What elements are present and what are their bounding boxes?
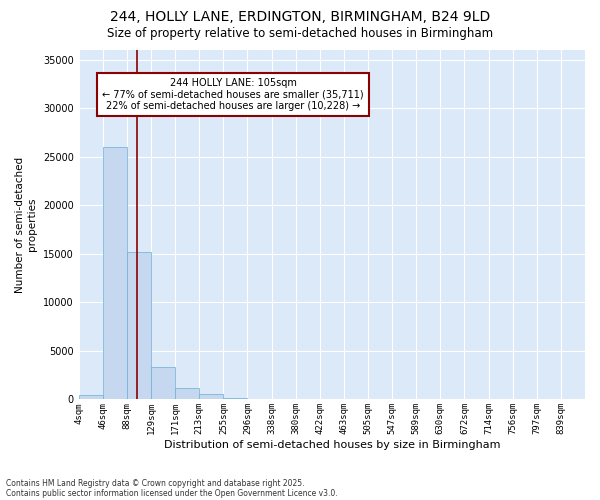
Text: 244, HOLLY LANE, ERDINGTON, BIRMINGHAM, B24 9LD: 244, HOLLY LANE, ERDINGTON, BIRMINGHAM, … bbox=[110, 10, 490, 24]
Bar bbox=[223, 398, 247, 400]
Bar bbox=[103, 147, 127, 400]
Text: 244 HOLLY LANE: 105sqm
← 77% of semi-detached houses are smaller (35,711)
22% of: 244 HOLLY LANE: 105sqm ← 77% of semi-det… bbox=[102, 78, 364, 111]
Text: Size of property relative to semi-detached houses in Birmingham: Size of property relative to semi-detach… bbox=[107, 28, 493, 40]
Bar bbox=[199, 394, 223, 400]
Y-axis label: Number of semi-detached
properties: Number of semi-detached properties bbox=[15, 156, 37, 293]
Text: Contains HM Land Registry data © Crown copyright and database right 2025.: Contains HM Land Registry data © Crown c… bbox=[6, 478, 305, 488]
Bar bbox=[79, 394, 103, 400]
Bar bbox=[151, 368, 175, 400]
X-axis label: Distribution of semi-detached houses by size in Birmingham: Distribution of semi-detached houses by … bbox=[164, 440, 500, 450]
Bar bbox=[175, 388, 199, 400]
Bar bbox=[247, 398, 272, 400]
Text: Contains public sector information licensed under the Open Government Licence v3: Contains public sector information licen… bbox=[6, 488, 338, 498]
Bar bbox=[127, 252, 151, 400]
